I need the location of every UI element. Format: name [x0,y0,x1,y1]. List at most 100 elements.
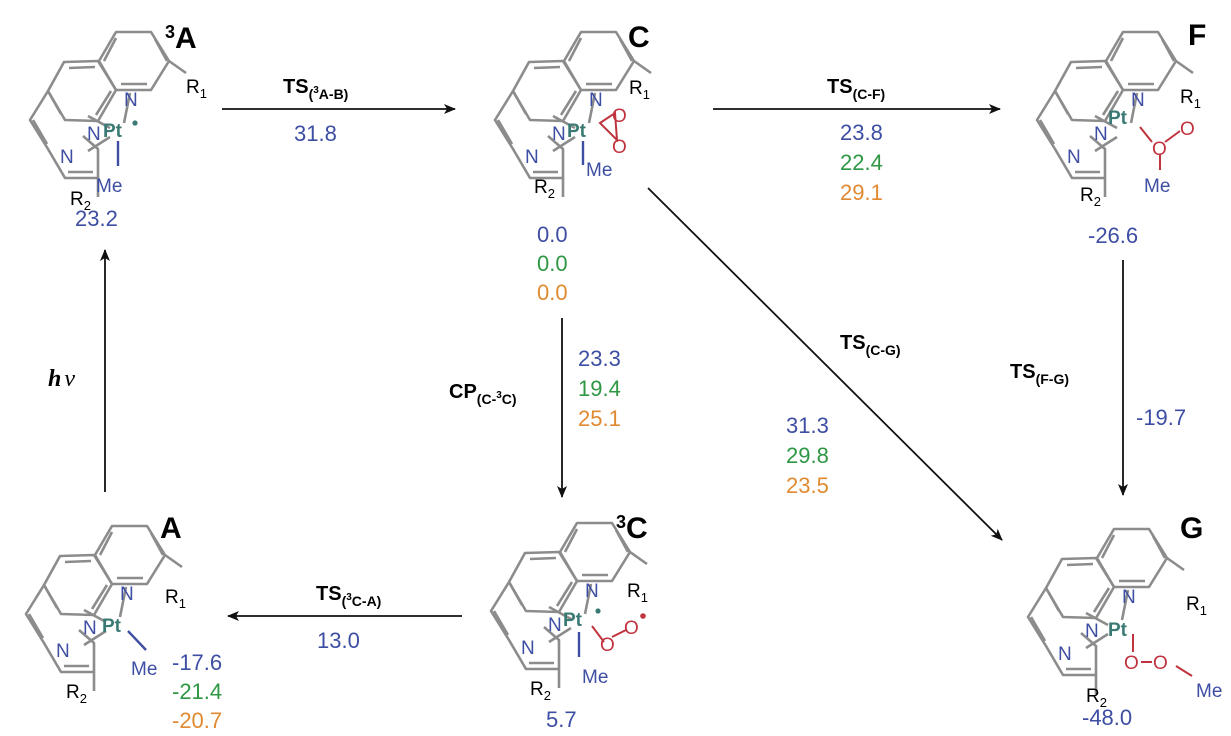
svg-text:R1: R1 [165,587,186,611]
methyl-group: Me [131,659,157,680]
o-atom: O [612,137,627,158]
n-atom: N [1085,621,1099,642]
n-atom: N [585,581,599,602]
n-atom: N [87,124,101,145]
cp-c-3c: CP(C-3C) 23.3 19.4 25.1 [449,346,621,431]
svg-text:R1: R1 [627,581,648,605]
o-atom: O [1124,653,1139,674]
species-A: N N N Pt Me R1 R2 A -17.6 -21.4 -20.7 [24,512,222,733]
energy-value: 29.8 [786,443,829,468]
svg-text:TS(3C-A): TS(3C-A) [316,583,381,609]
species-label: G [1180,512,1203,545]
svg-text:TS(C-G): TS(C-G) [840,332,901,358]
svg-text:TS(3A-B): TS(3A-B) [283,76,348,102]
n-atom: N [60,147,74,168]
pt-atom: Pt [563,610,583,631]
o-atom: O [600,635,615,656]
methyl-group: Me [586,160,612,181]
energy-value: 23.2 [75,206,118,231]
energy-value: 23.5 [786,473,829,498]
svg-text:R2: R2 [534,177,555,201]
n-atom: N [83,618,97,639]
species-F: N N N Pt O O Me R1 R2 F -26.6 [1035,19,1206,248]
energy-value: 23.3 [578,346,621,371]
svg-text:R2: R2 [1086,686,1107,710]
svg-text:R1: R1 [186,77,207,101]
methyl-group: Me [1196,681,1222,702]
n-atom: N [521,638,535,659]
energy-value: -17.6 [172,650,222,675]
n-atom: N [1058,644,1072,665]
energy-value: 0.0 [537,280,568,305]
o-atom: O [1153,653,1168,674]
svg-text:R2: R2 [530,679,551,703]
energy-value: 22.4 [840,150,883,175]
o-atom: O [624,618,639,639]
energy-value: -19.7 [1136,405,1186,430]
energy-value: 23.8 [840,120,883,145]
svg-text:TS(F-G): TS(F-G) [1010,361,1069,387]
n-atom: N [525,147,539,168]
energy-value: 5.7 [546,707,577,732]
energy-value: 0.0 [537,222,568,247]
svg-text:R2: R2 [70,189,91,213]
o-atom: O [1152,139,1167,160]
radical-dot [640,613,646,619]
n-atom: N [1067,147,1081,168]
energy-value: -20.7 [172,708,222,733]
n-atom: N [1094,124,1108,145]
pt-atom: Pt [1108,108,1128,129]
n-atom: N [1131,90,1145,111]
energy-value: -48.0 [1082,705,1132,730]
methyl-group: Me [1144,176,1170,197]
svg-text:CP(C-3C): CP(C-3C) [449,381,517,407]
methyl-group: Me [582,667,608,688]
n-atom: N [56,641,70,662]
ts-c-g: TS(C-G) 31.3 29.8 23.5 [786,332,901,498]
o-atom: O [1180,119,1195,140]
arrow-c-g [647,187,1003,541]
n-atom: N [552,124,566,145]
energy-value: 25.1 [578,406,621,431]
o-atom: O [612,106,627,127]
radical-dot [595,608,601,614]
pt-atom: Pt [567,121,587,142]
energy-value: 29.1 [840,180,883,205]
energy-value: 0.0 [537,251,568,276]
species-label: C [628,21,650,54]
ts-c-f: TS(C-F) 23.8 22.4 29.1 [827,76,885,205]
species-label: 3A [165,22,197,55]
svg-text:R1: R1 [629,78,650,102]
methyl-group: Me [96,176,122,197]
species-G: N N N Pt O O Me R1 R2 G -48.0 [1026,512,1222,730]
pt-atom: Pt [1108,620,1128,641]
species-3A: N N N Pt Me R1 R2 3A 23.2 [28,22,207,231]
n-atom: N [589,90,603,111]
energy-value: 31.8 [294,121,337,146]
pt-atom: Pt [102,616,122,637]
n-atom: N [120,584,134,605]
energy-value: -26.6 [1088,223,1138,248]
ts-3a-b: TS(3A-B) 31.8 [283,76,348,146]
pt-atom: Pt [103,121,123,142]
svg-text:R2: R2 [66,682,87,706]
n-atom: N [1122,587,1136,608]
n-atom: N [548,615,562,636]
svg-text:R2: R2 [1080,185,1101,209]
ts-3c-a: TS(3C-A) 13.0 [316,583,381,653]
species-C: N N N Pt O O Me R1 R2 C 0.0 0.0 0.0 [493,21,653,305]
energy-value: -21.4 [172,679,222,704]
radical-dot [132,120,138,126]
ts-f-g: TS(F-G) -19.7 [1010,361,1186,430]
energy-value: 19.4 [578,376,621,401]
n-atom: N [124,90,138,111]
svg-text:R1: R1 [1186,594,1207,618]
species-label: A [160,512,182,545]
energy-value: 13.0 [317,628,360,653]
species-label: F [1188,19,1206,52]
svg-text:hν: hν [48,366,75,392]
species-label: 3C [616,512,648,545]
species-3C: N N N Pt O O Me R1 R2 3C 5.7 [489,512,649,732]
